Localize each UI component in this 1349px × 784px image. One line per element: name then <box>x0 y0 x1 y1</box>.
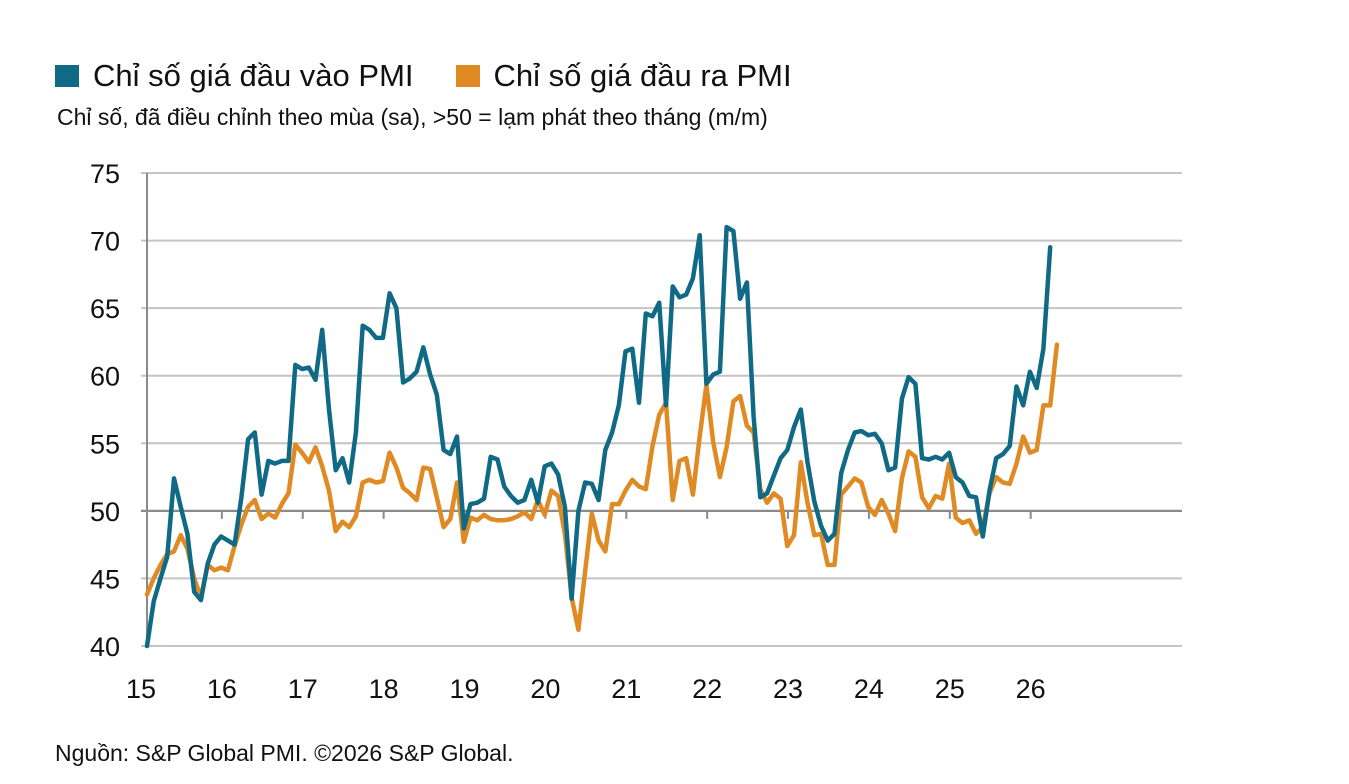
y-axis-labels: 40 45 50 55 60 65 70 75 <box>90 159 120 662</box>
legend-item-output-prices: Chỉ số giá đầu ra PMI <box>455 58 792 94</box>
x-axis-labels: 15 16 17 18 19 20 21 22 23 24 25 26 <box>126 674 1046 704</box>
chart-subtitle: Chỉ số, đã điều chỉnh theo mùa (sa), >50… <box>57 104 768 130</box>
x-tick-label-17: 17 <box>288 674 318 704</box>
y-tick-label-60: 60 <box>90 362 120 392</box>
y-tick-label-75: 75 <box>90 159 120 189</box>
axes <box>146 173 1032 646</box>
series-line-output-prices <box>144 342 1060 633</box>
legend-label-input: Chỉ số giá đầu vào PMI <box>93 58 414 93</box>
series-line-input-prices <box>144 224 1053 649</box>
legend-item-input-prices: Chỉ số giá đầu vào PMI <box>55 58 414 94</box>
y-tick-label-55: 55 <box>90 429 120 459</box>
y-tick-label-45: 45 <box>90 564 120 594</box>
y-tick-label-50: 50 <box>90 497 120 527</box>
x-tick-label-16: 16 <box>207 674 237 704</box>
legend-label-output: Chỉ số giá đầu ra PMI <box>493 58 792 93</box>
x-tick-label-15: 15 <box>126 674 156 704</box>
legend: Chỉ số giá đầu vào PMI Chỉ số giá đầu ra… <box>55 58 834 94</box>
x-tick-label-25: 25 <box>935 674 965 704</box>
y-tick-label-40: 40 <box>90 632 120 662</box>
x-tick-label-20: 20 <box>530 674 560 704</box>
legend-swatch-output <box>455 65 480 87</box>
series-lines <box>144 224 1060 649</box>
x-tick-label-21: 21 <box>611 674 641 704</box>
y-tick-label-65: 65 <box>90 294 120 324</box>
legend-swatch-input <box>55 65 79 87</box>
source-footer: Nguồn: S&P Global PMI. ©2026 S&P Global. <box>55 740 514 766</box>
x-tick-label-22: 22 <box>692 674 722 704</box>
x-tick-label-26: 26 <box>1016 674 1046 704</box>
x-tick-label-19: 19 <box>449 674 479 704</box>
x-tick-label-18: 18 <box>369 674 399 704</box>
x-tick-label-23: 23 <box>773 674 803 704</box>
x-tick-label-24: 24 <box>854 674 884 704</box>
y-tick-label-70: 70 <box>90 227 120 257</box>
